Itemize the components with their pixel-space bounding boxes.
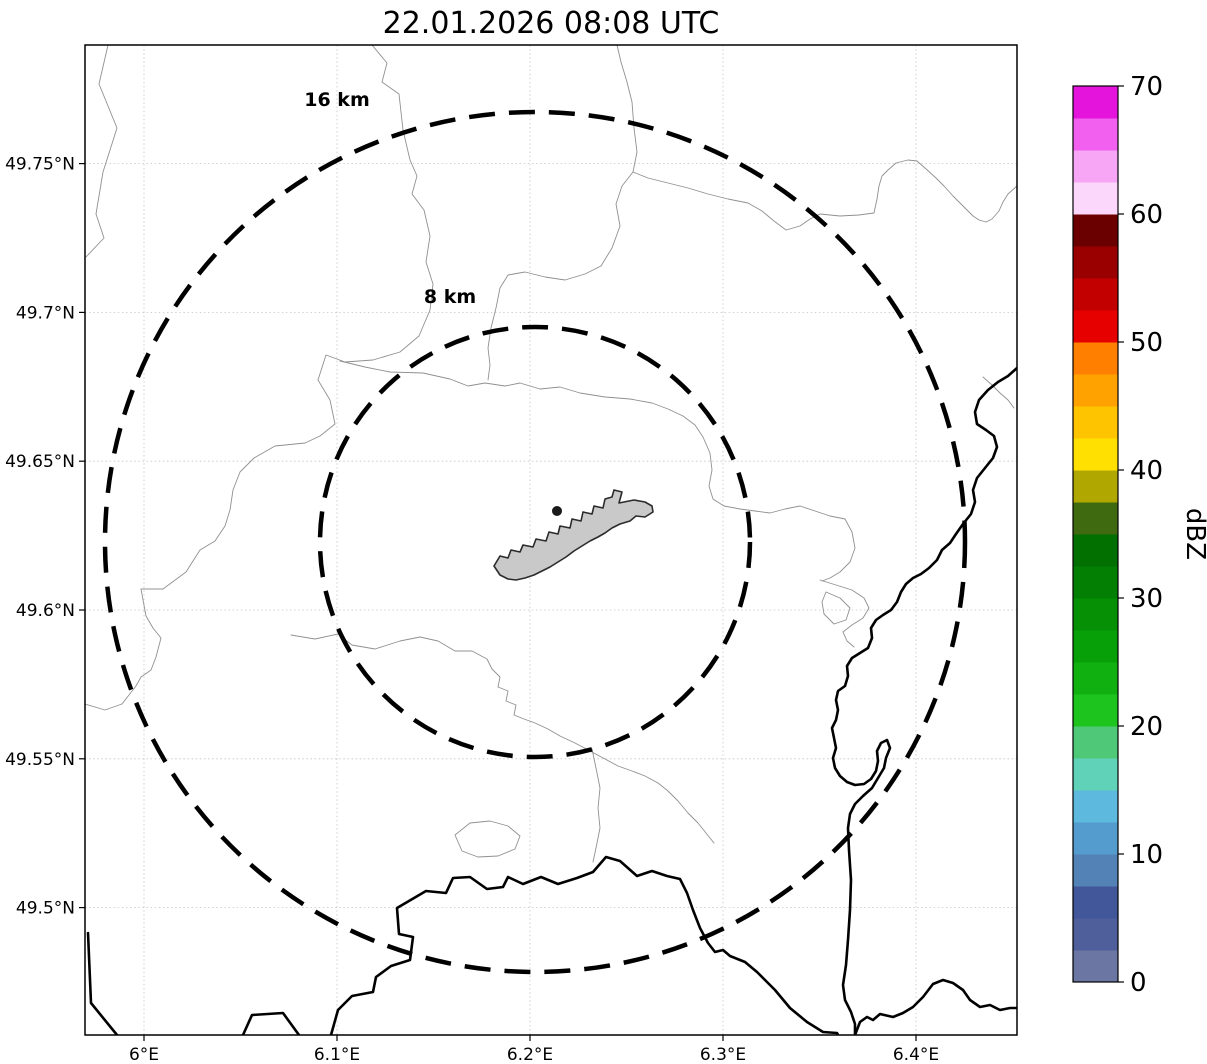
admin-boundary-path (819, 579, 870, 648)
colorbar-segment (1073, 182, 1118, 215)
radar-site-marker (552, 506, 562, 516)
colorbar-tick-label: 40 (1130, 456, 1163, 486)
colorbar-tick-label: 70 (1130, 72, 1163, 102)
colorbar-segment (1073, 694, 1118, 727)
colorbar-segment (1073, 758, 1118, 791)
country-border-path (853, 978, 1017, 1035)
colorbar-segment (1073, 246, 1118, 279)
country-border-path (329, 855, 840, 1035)
y-tick-label: 49.55°N (5, 750, 75, 770)
colorbar-segment (1073, 726, 1118, 759)
country-border-path (86, 931, 119, 1035)
map-frame (84, 44, 1018, 1036)
colorbar-tick-label: 50 (1130, 328, 1163, 358)
range-ring-label: 8 km (424, 286, 476, 308)
colorbar-segment (1073, 950, 1118, 983)
range-rings (102, 109, 968, 975)
colorbar-segment (1073, 630, 1118, 663)
colorbar-segment (1073, 438, 1118, 471)
colorbar-axis-label: dBZ (1180, 508, 1207, 560)
colorbar-frame (1072, 85, 1119, 983)
colorbar-tick-label: 60 (1130, 200, 1163, 230)
y-tick-label: 49.7°N (16, 303, 75, 323)
x-tick-label: 6.1°E (314, 1045, 360, 1064)
admin-boundary-path (821, 591, 851, 625)
admin-boundary-path (85, 379, 336, 711)
colorbar: 0 10 20 30 40 50 60 70 (1072, 72, 1163, 998)
colorbar-segment (1073, 374, 1118, 407)
colorbar-segment (1073, 854, 1118, 887)
admin-boundary-lines (85, 45, 1017, 863)
axes-ticks-labels: 6°E 6.1°E 6.2°E 6.3°E 6.4°E 49.75°N 49.7°N 49.6… (5, 155, 939, 1064)
colorbar-segment (1073, 310, 1118, 343)
admin-boundary-path (591, 748, 601, 863)
colorbar-segment (1073, 406, 1118, 439)
x-tick-label: 6.2°E (507, 1045, 553, 1064)
colorbar-segment (1073, 918, 1118, 951)
lat-lon-gridlines (85, 45, 1017, 1035)
colorbar-segment (1073, 822, 1118, 855)
country-border-path (241, 1011, 301, 1035)
colorbar-segment (1073, 214, 1118, 247)
airport-outline (493, 489, 654, 581)
colorbar-segment (1073, 534, 1118, 567)
colorbar-segment (1073, 342, 1118, 375)
figure-title: 22.01.2026 08:08 UTC (383, 6, 720, 41)
admin-boundary-path (85, 45, 118, 258)
colorbar-segment (1073, 86, 1118, 119)
x-tick-label: 6.3°E (700, 1045, 746, 1064)
admin-boundary-path (290, 633, 715, 844)
colorbar-segment (1073, 598, 1118, 631)
colorbar-tick-label: 10 (1130, 840, 1163, 870)
colorbar-segment (1073, 278, 1118, 311)
admin-boundary-path (616, 45, 1017, 231)
colorbar-tick-label: 20 (1130, 712, 1163, 742)
colorbar-segment (1073, 886, 1118, 919)
x-tick-label: 6°E (129, 1045, 159, 1064)
admin-boundary-path (487, 171, 634, 381)
admin-boundary-path (454, 820, 521, 858)
colorbar-tick-label: 30 (1130, 584, 1163, 614)
y-tick-label: 49.75°N (5, 155, 75, 175)
range-ring (317, 324, 753, 760)
colorbar-tick-label: 0 (1130, 968, 1147, 998)
country-border-lines (86, 366, 1017, 1035)
colorbar-segment (1073, 662, 1118, 695)
admin-boundary-path (982, 376, 1015, 409)
range-ring (102, 109, 968, 975)
admin-boundary-path (317, 45, 434, 381)
range-ring-labels: 8 km 16 km (304, 89, 476, 308)
colorbar-segment (1073, 502, 1118, 535)
colorbar-segment (1073, 118, 1118, 151)
colorbar-segment (1073, 470, 1118, 503)
y-tick-label: 49.5°N (16, 899, 75, 919)
colorbar-segment (1073, 150, 1118, 183)
x-tick-label: 6.4°E (893, 1045, 939, 1064)
airport-area-polygon (493, 489, 654, 581)
colorbar-segment (1073, 790, 1118, 823)
y-tick-label: 49.65°N (5, 452, 75, 472)
country-border-path (830, 366, 1017, 1035)
range-ring-label: 16 km (304, 89, 370, 111)
y-tick-label: 49.6°N (16, 601, 75, 621)
colorbar-segment (1073, 566, 1118, 599)
admin-boundary-path (339, 360, 856, 582)
